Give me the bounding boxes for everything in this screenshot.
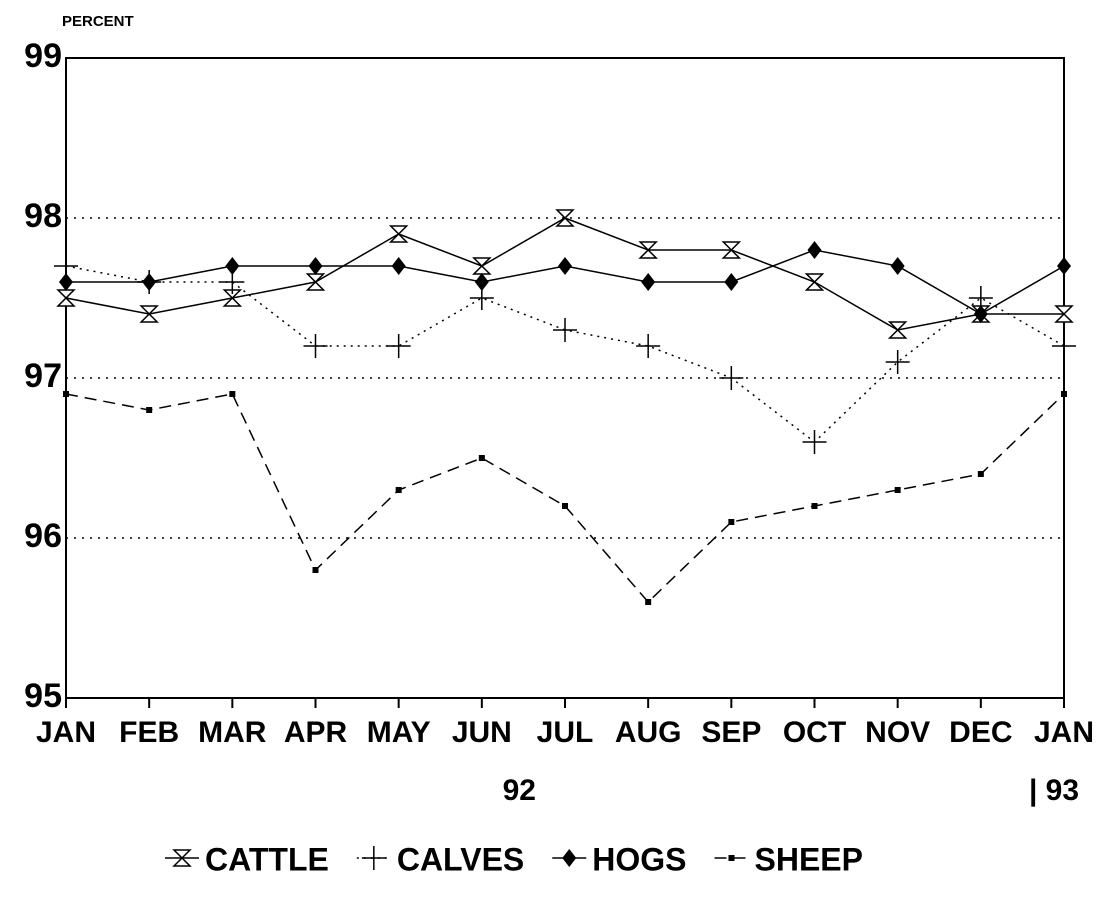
series-line [65,393,1065,604]
marker [229,391,236,397]
marker [885,350,910,374]
marker [1052,334,1076,358]
legend-label: CALVES [397,841,524,877]
marker [894,487,901,493]
y-tick-label: 98 [24,197,62,235]
marker [724,273,739,291]
marker [474,273,489,291]
marker [562,849,577,867]
marker [562,503,568,509]
x-tick-label: JAN [36,716,96,749]
marker [308,257,323,275]
marker [1061,391,1067,397]
marker [222,289,243,307]
marker [553,318,577,342]
marker [721,241,742,259]
marker [361,846,386,870]
marker [478,455,485,461]
legend-item: SHEEP [714,841,863,877]
y-tick-label: 97 [24,357,62,395]
x-tick-label: JUL [537,716,594,749]
marker [728,855,735,861]
legend-item: CATTLE [165,841,329,877]
x-tick-label: JAN [1034,716,1094,749]
y-tick-label: 96 [24,517,62,555]
x-tick-label: MAY [367,716,431,749]
legend-item: CALVES [356,841,524,877]
marker [645,599,652,605]
legend-label: HOGS [592,841,686,877]
y-tick-label: 99 [24,37,62,75]
year-label: 92 [503,774,536,807]
marker [641,273,656,291]
x-tick-label: SEP [701,716,761,749]
marker [1054,305,1074,323]
marker [887,321,908,339]
marker [391,257,406,275]
x-tick-label: NOV [865,716,930,749]
marker [388,225,409,243]
marker [1057,257,1071,275]
marker [728,519,735,525]
x-tick-label: MAR [198,716,267,749]
marker [719,366,744,390]
marker [139,305,159,323]
marker [811,503,818,509]
y-axis-label: PERCENT [62,13,134,30]
marker [807,241,822,259]
marker [802,430,827,454]
marker [804,273,825,291]
marker [305,273,326,291]
x-tick-label: FEB [119,716,179,749]
marker [558,257,572,275]
x-tick-label: APR [284,716,348,749]
marker [973,305,988,323]
marker [146,407,153,413]
marker [386,334,411,358]
x-tick-label: AUG [615,716,682,749]
legend-label: SHEEP [754,841,862,877]
marker [395,487,402,493]
year-label: | 93 [1029,774,1079,807]
marker [303,334,328,358]
legend-label: CATTLE [205,841,329,877]
x-tick-label: JUN [452,716,512,749]
series-line [65,265,1065,443]
marker [555,209,575,227]
marker [977,471,984,477]
marker [59,273,73,291]
marker [56,289,76,307]
marker [890,257,905,275]
marker [63,391,69,397]
marker [172,849,192,867]
marker [472,257,492,275]
marker [636,334,661,358]
marker [225,257,240,275]
x-tick-label: DEC [949,716,1012,749]
legend-item: HOGS [552,841,686,877]
marker [142,273,157,291]
marker [312,567,319,573]
x-tick-label: OCT [783,716,846,749]
y-tick-label: 95 [24,677,62,715]
marker [638,241,658,259]
